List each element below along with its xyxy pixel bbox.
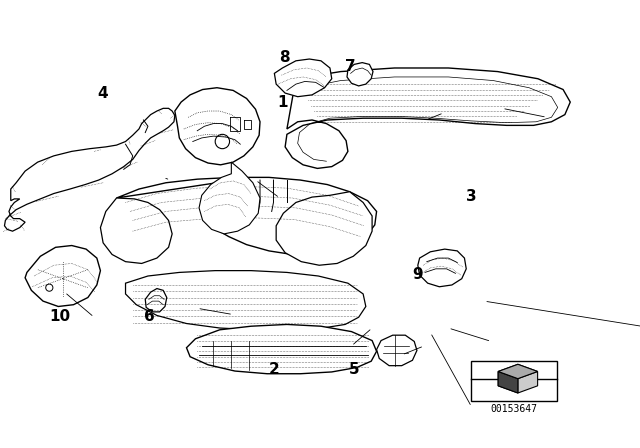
Polygon shape (498, 371, 518, 393)
Polygon shape (175, 88, 260, 165)
Polygon shape (186, 324, 376, 374)
Polygon shape (145, 289, 167, 312)
Polygon shape (125, 271, 366, 330)
Polygon shape (276, 192, 372, 265)
Polygon shape (498, 371, 518, 393)
Text: 2: 2 (268, 362, 279, 377)
Text: 6: 6 (144, 309, 155, 324)
Polygon shape (347, 63, 373, 86)
Polygon shape (376, 335, 417, 366)
Text: 3: 3 (467, 189, 477, 204)
Text: 7: 7 (345, 59, 355, 74)
Text: 4: 4 (97, 86, 108, 101)
Polygon shape (116, 177, 376, 254)
Polygon shape (518, 371, 538, 393)
Bar (470, 361, 557, 401)
Polygon shape (275, 59, 332, 97)
Polygon shape (285, 68, 570, 168)
Polygon shape (4, 108, 175, 231)
Text: 1: 1 (277, 95, 287, 110)
Polygon shape (418, 249, 467, 287)
Polygon shape (504, 374, 532, 379)
Polygon shape (199, 162, 260, 234)
Polygon shape (100, 198, 172, 263)
Polygon shape (25, 246, 100, 306)
Text: 8: 8 (279, 50, 289, 65)
Polygon shape (498, 364, 538, 379)
Text: 10: 10 (50, 309, 71, 324)
Polygon shape (498, 364, 538, 379)
Text: 5: 5 (349, 362, 360, 377)
Text: 00153647: 00153647 (490, 404, 537, 414)
Text: 9: 9 (412, 267, 423, 282)
